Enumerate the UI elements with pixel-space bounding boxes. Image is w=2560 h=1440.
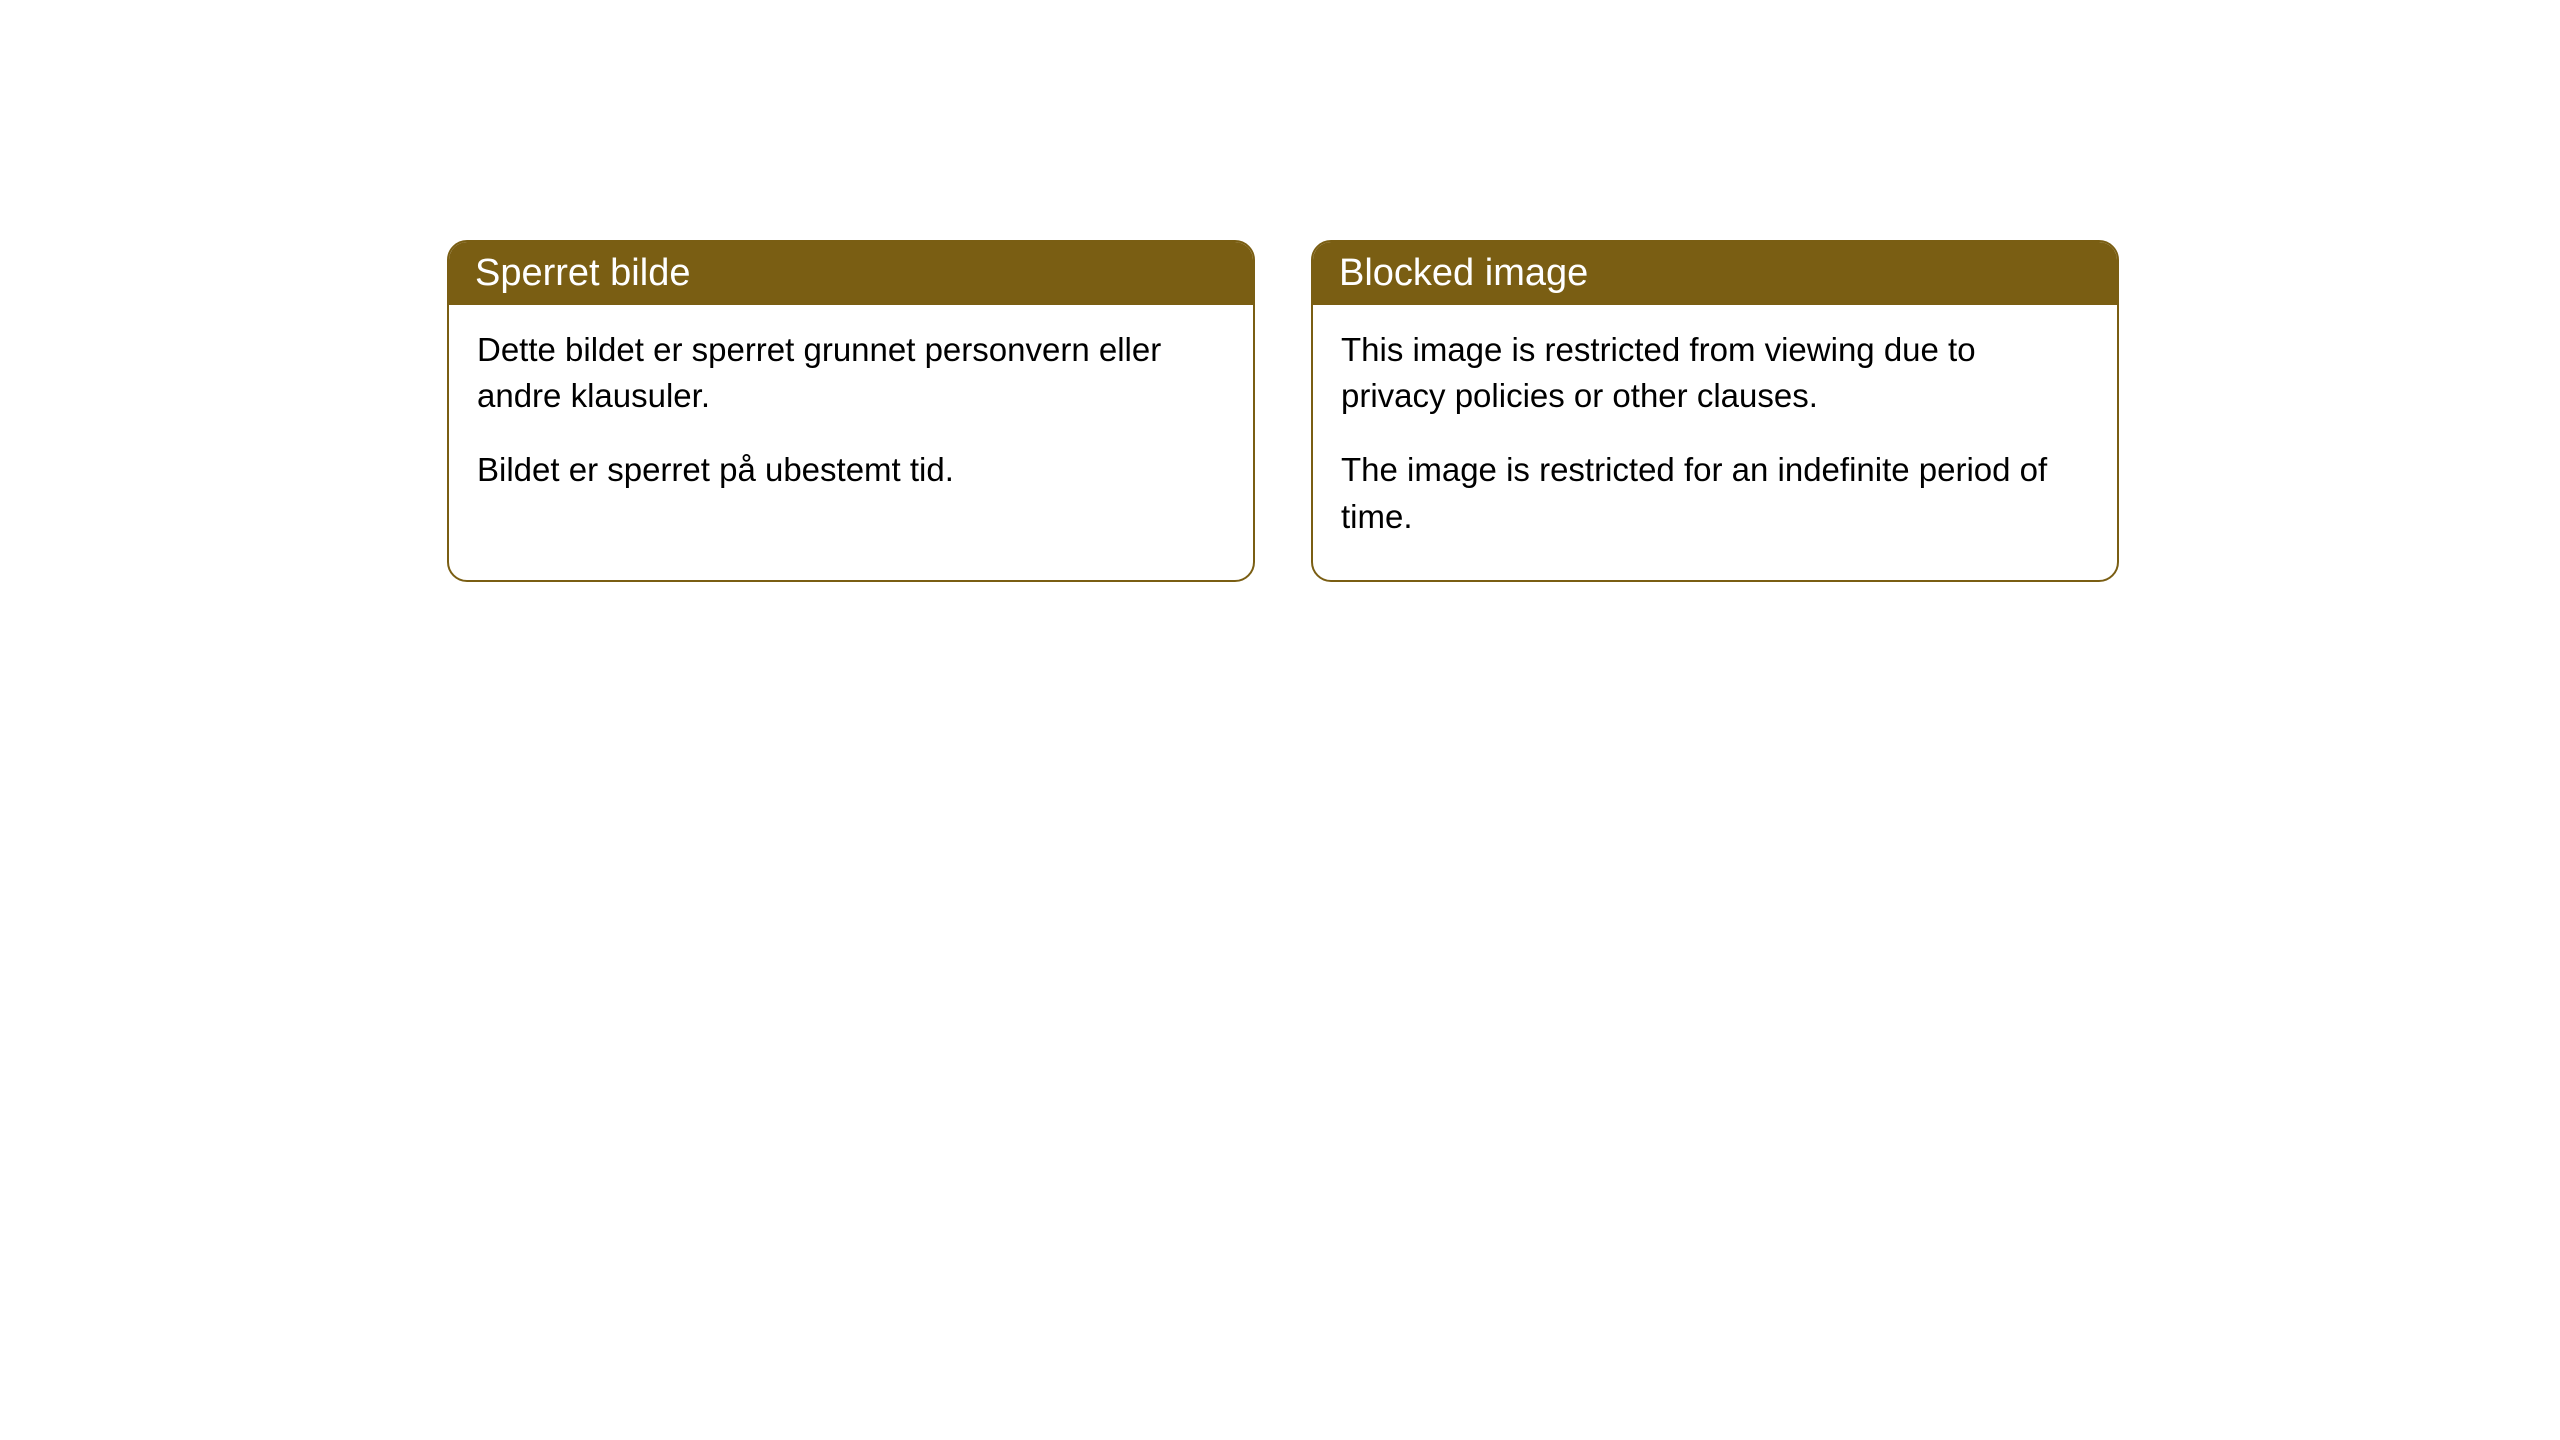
card-paragraph: Bildet er sperret på ubestemt tid.	[477, 447, 1225, 493]
card-title: Blocked image	[1339, 252, 1588, 294]
card-paragraph: This image is restricted from viewing du…	[1341, 327, 2089, 419]
notice-cards-container: Sperret bilde Dette bildet er sperret gr…	[447, 240, 2119, 582]
notice-card-english: Blocked image This image is restricted f…	[1311, 240, 2119, 582]
card-header: Blocked image	[1313, 242, 2117, 305]
card-body: Dette bildet er sperret grunnet personve…	[449, 305, 1253, 534]
card-header: Sperret bilde	[449, 242, 1253, 305]
card-paragraph: Dette bildet er sperret grunnet personve…	[477, 327, 1225, 419]
card-title: Sperret bilde	[475, 252, 690, 294]
notice-card-norwegian: Sperret bilde Dette bildet er sperret gr…	[447, 240, 1255, 582]
card-body: This image is restricted from viewing du…	[1313, 305, 2117, 580]
card-paragraph: The image is restricted for an indefinit…	[1341, 447, 2089, 539]
